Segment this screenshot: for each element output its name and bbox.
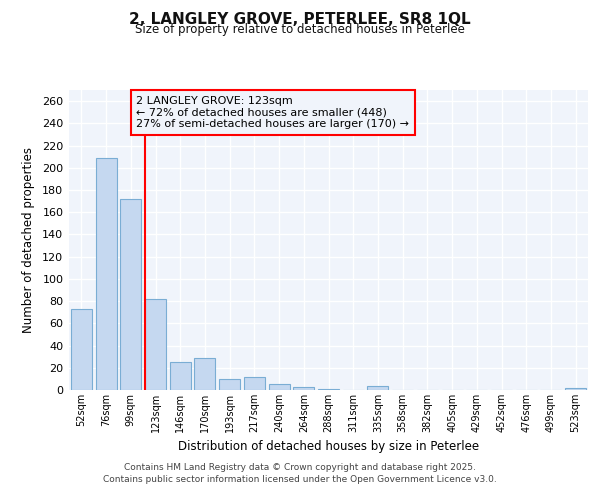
- Bar: [170, 362, 191, 390]
- Bar: [565, 388, 586, 390]
- Bar: [194, 358, 215, 390]
- Bar: [95, 158, 116, 390]
- Bar: [71, 309, 92, 390]
- Text: Contains public sector information licensed under the Open Government Licence v3: Contains public sector information licen…: [103, 475, 497, 484]
- Bar: [269, 384, 290, 390]
- Bar: [145, 299, 166, 390]
- Bar: [120, 199, 141, 390]
- Bar: [367, 386, 388, 390]
- Bar: [318, 389, 339, 390]
- Bar: [219, 379, 240, 390]
- Text: Contains HM Land Registry data © Crown copyright and database right 2025.: Contains HM Land Registry data © Crown c…: [124, 464, 476, 472]
- Bar: [244, 376, 265, 390]
- Text: Size of property relative to detached houses in Peterlee: Size of property relative to detached ho…: [135, 22, 465, 36]
- Bar: [293, 386, 314, 390]
- X-axis label: Distribution of detached houses by size in Peterlee: Distribution of detached houses by size …: [178, 440, 479, 454]
- Y-axis label: Number of detached properties: Number of detached properties: [22, 147, 35, 333]
- Text: 2 LANGLEY GROVE: 123sqm
← 72% of detached houses are smaller (448)
27% of semi-d: 2 LANGLEY GROVE: 123sqm ← 72% of detache…: [136, 96, 409, 129]
- Text: 2, LANGLEY GROVE, PETERLEE, SR8 1QL: 2, LANGLEY GROVE, PETERLEE, SR8 1QL: [129, 12, 471, 28]
